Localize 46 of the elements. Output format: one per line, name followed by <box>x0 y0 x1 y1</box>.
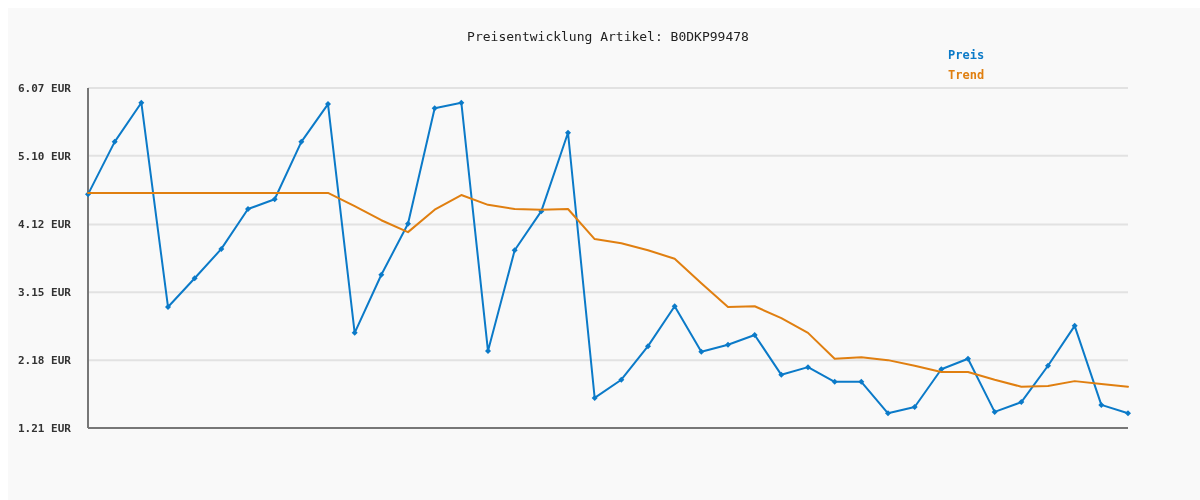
point <box>1098 401 1105 408</box>
point <box>751 331 758 338</box>
text: Trend <box>948 68 985 83</box>
point <box>778 371 785 378</box>
point <box>405 220 411 227</box>
chart-title: Preisentwicklung Artikel: B0DKP99478 <box>467 29 749 44</box>
point <box>218 245 225 252</box>
point <box>911 404 918 411</box>
point <box>805 364 811 371</box>
point <box>165 303 171 310</box>
point <box>565 129 571 136</box>
y-tick-label: 1.21 EUR <box>18 421 72 435</box>
point <box>298 138 305 145</box>
point <box>191 275 198 282</box>
point <box>1018 399 1025 406</box>
y-tick-label: 6.07 EUR <box>18 81 72 95</box>
point <box>458 99 465 106</box>
y-tick-label: 5.10 EUR <box>18 149 72 163</box>
line-series <box>87 191 1129 388</box>
point <box>591 394 598 401</box>
point <box>431 105 438 112</box>
point <box>511 247 518 254</box>
point <box>671 303 678 310</box>
point <box>138 99 145 106</box>
point <box>378 271 385 278</box>
point <box>1125 410 1131 417</box>
point <box>858 378 865 385</box>
point <box>645 343 651 350</box>
point <box>725 341 731 348</box>
point <box>1071 322 1078 329</box>
y-tick-label: 2.18 EUR <box>18 353 72 367</box>
point <box>618 376 625 383</box>
point <box>485 348 491 355</box>
point <box>271 196 278 203</box>
point <box>831 378 838 385</box>
point <box>1045 362 1051 369</box>
point <box>991 408 998 415</box>
point <box>245 206 251 213</box>
y-tick-label: 3.15 EUR <box>18 286 72 300</box>
point <box>351 329 358 336</box>
point <box>965 355 971 362</box>
text: Preis <box>948 48 985 63</box>
point <box>111 138 118 145</box>
point <box>885 410 891 417</box>
y-tick-label: 4.12 EUR <box>18 218 72 232</box>
point <box>698 348 705 355</box>
